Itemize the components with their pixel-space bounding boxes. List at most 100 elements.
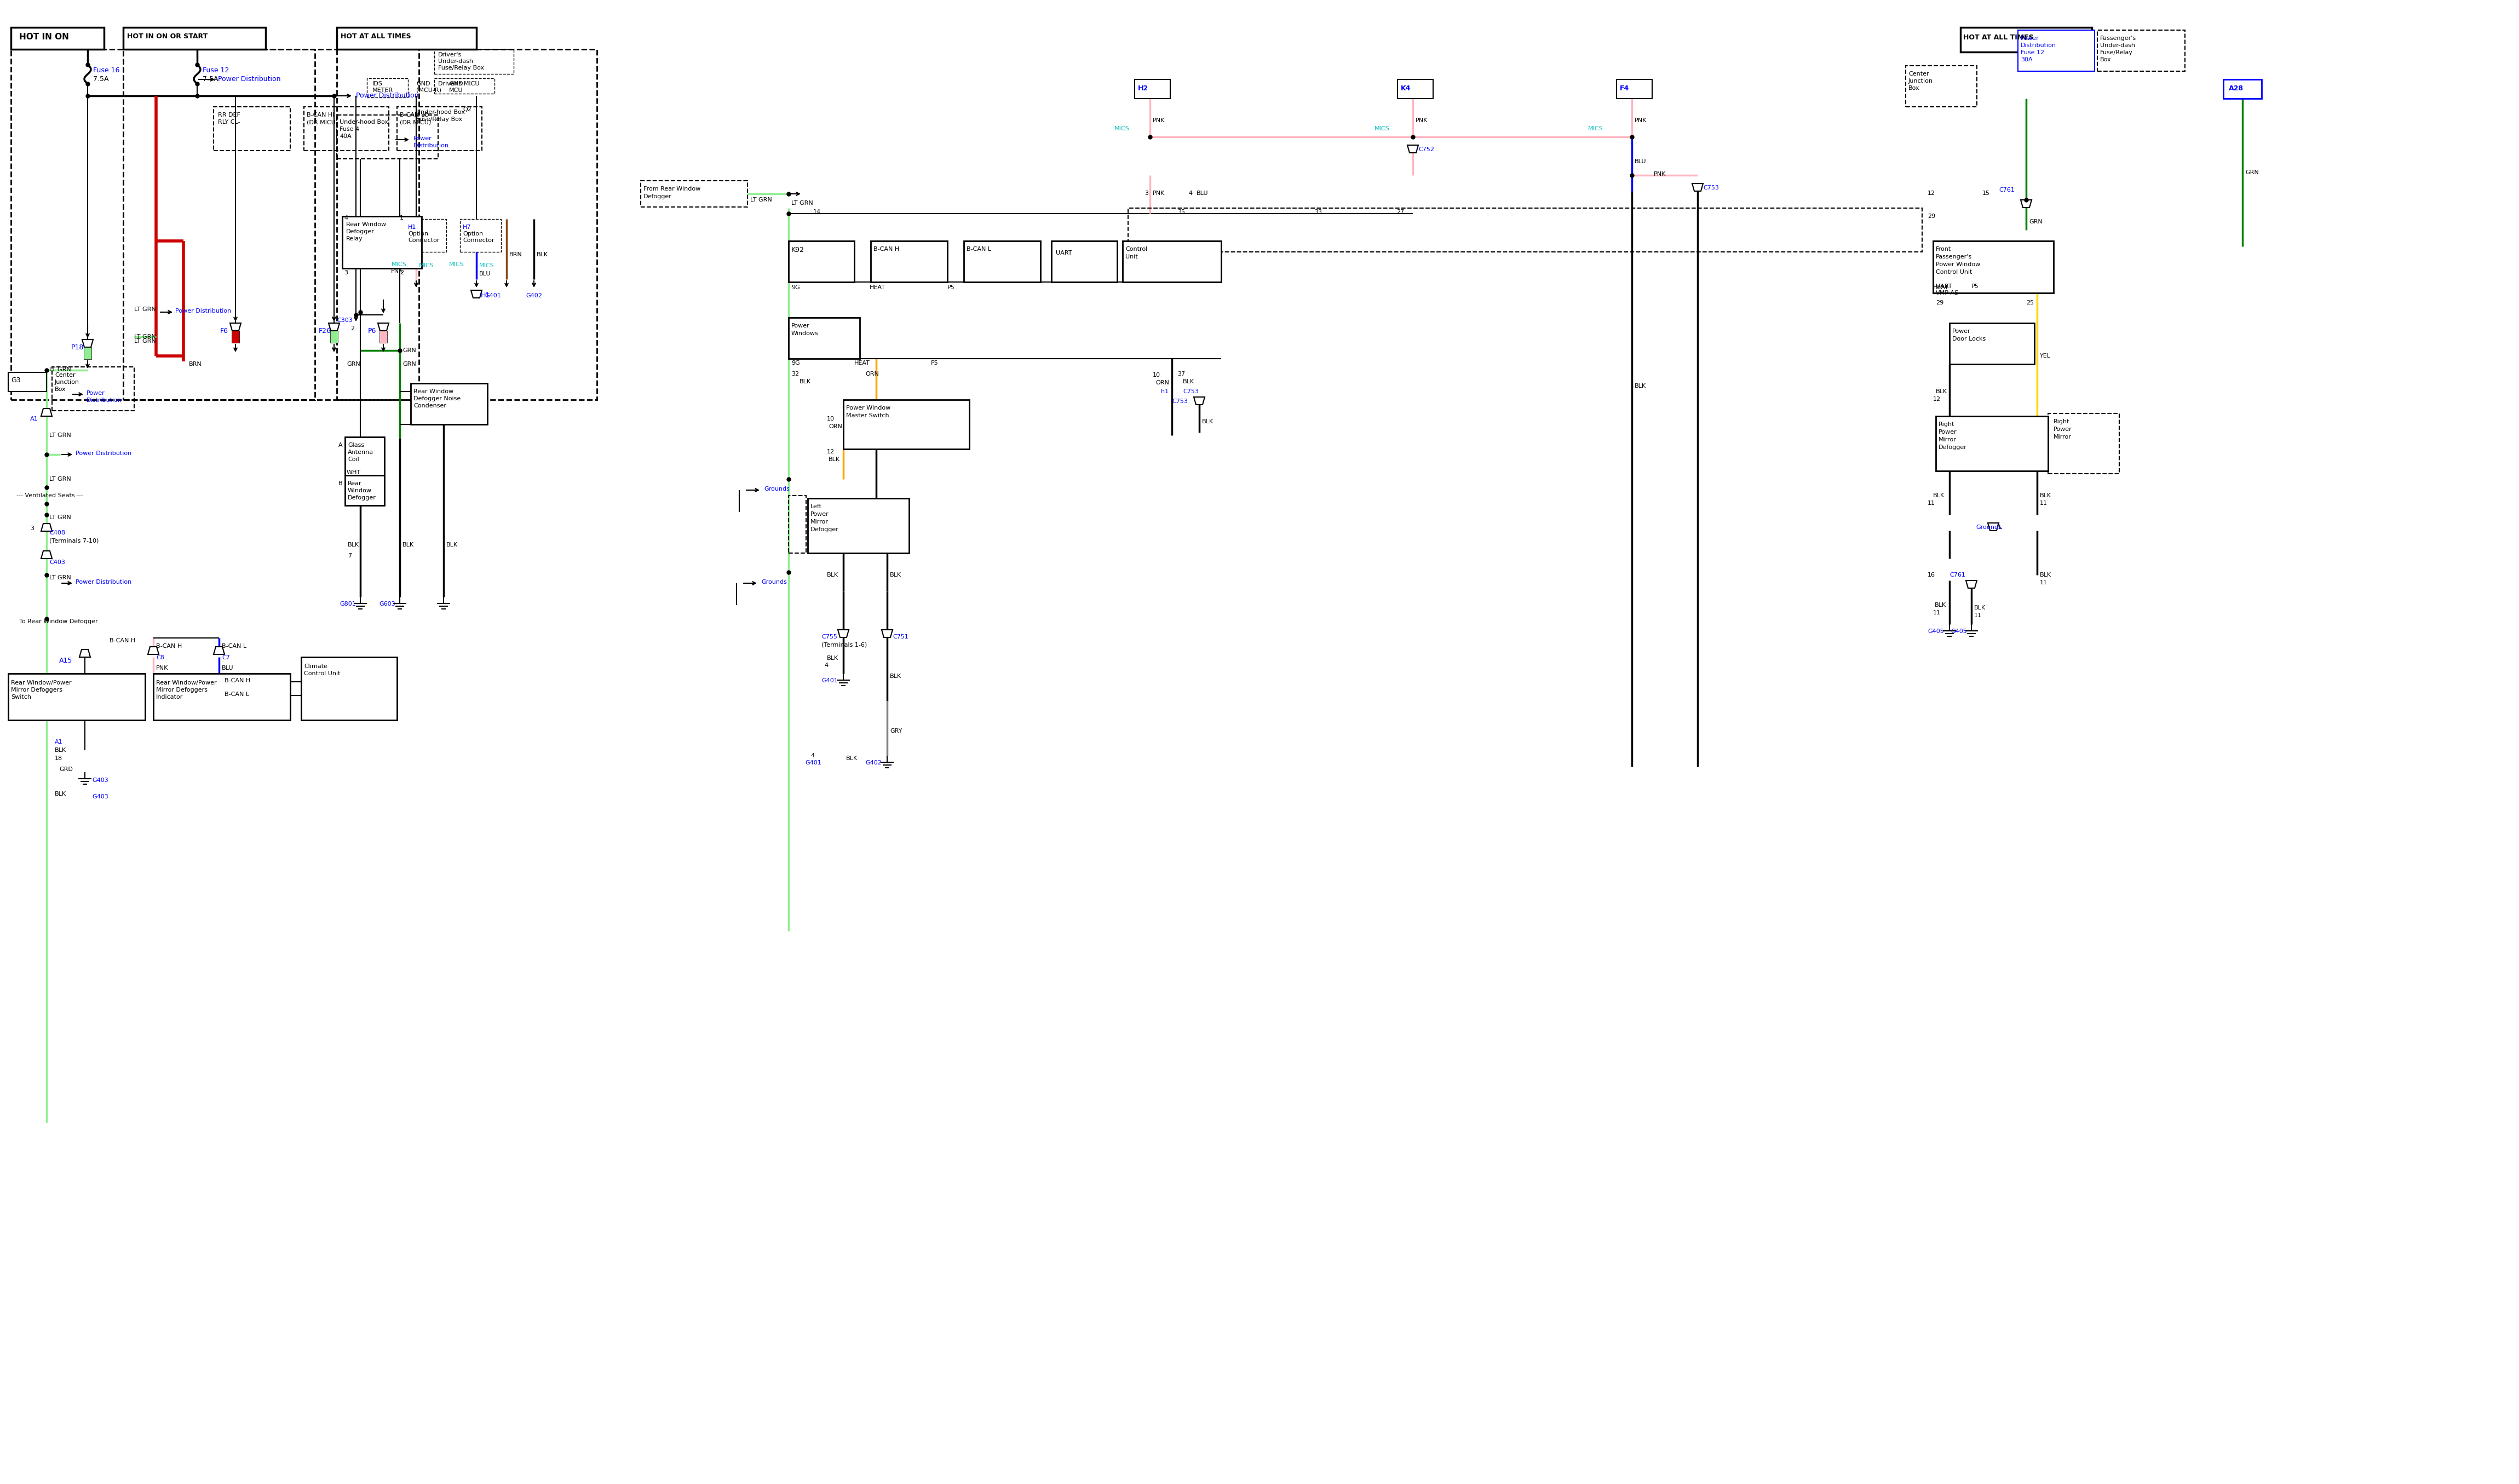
Text: G402: G402 [526, 292, 542, 298]
Text: VMP-AS: VMP-AS [1935, 291, 1960, 295]
Text: A28: A28 [2229, 85, 2244, 92]
Text: Power: Power [86, 390, 106, 396]
Bar [1129, 208, 1922, 252]
Text: Power Distribution: Power Distribution [176, 309, 232, 313]
Text: 12: 12 [826, 450, 834, 454]
Text: ORN: ORN [864, 371, 879, 377]
Text: GND
(MCU-R): GND (MCU-R) [416, 82, 441, 93]
Text: Distribution: Distribution [2020, 43, 2056, 47]
Text: RR DEF: RR DEF [219, 113, 239, 117]
Bar [433, 49, 514, 74]
Text: PNK: PNK [1154, 190, 1164, 196]
Text: Left: Left [811, 503, 821, 509]
Text: Defogger Noise: Defogger Noise [413, 396, 461, 401]
Text: Glass: Glass [348, 442, 365, 448]
Polygon shape [40, 551, 53, 558]
Polygon shape [471, 291, 481, 298]
Text: Master Switch: Master Switch [846, 413, 889, 418]
Text: WHT: WHT [348, 470, 360, 475]
Text: C408: C408 [50, 530, 65, 536]
Text: Connector: Connector [463, 237, 494, 243]
Text: Right: Right [1940, 421, 1955, 427]
Text: IDS
METER: IDS METER [373, 82, 393, 93]
Text: From Rear Window: From Rear Window [642, 186, 700, 191]
Text: Q2: Q2 [463, 107, 471, 113]
Text: Antenna: Antenna [348, 450, 373, 456]
Text: BLK: BLK [2040, 493, 2050, 499]
Text: LT GRN: LT GRN [134, 307, 156, 312]
Bar [2224, 80, 2262, 98]
Text: LT GRN: LT GRN [50, 476, 71, 482]
Text: 10: 10 [1154, 372, 1161, 378]
Text: MICS: MICS [418, 263, 433, 269]
Text: 30A: 30A [2020, 56, 2033, 62]
Text: BLK: BLK [348, 542, 360, 548]
Bar [1617, 80, 1652, 98]
Text: 4: 4 [811, 752, 814, 758]
Text: BLK: BLK [1975, 605, 1985, 610]
Text: Mirror: Mirror [2053, 435, 2071, 439]
Bar [640, 181, 748, 206]
Text: 37: 37 [1176, 371, 1184, 377]
Text: 11: 11 [1927, 500, 1935, 506]
Text: PNK: PNK [1154, 117, 1164, 123]
Text: Box: Box [2101, 56, 2111, 62]
Text: Mirror Defoggers: Mirror Defoggers [10, 687, 63, 693]
Text: 16: 16 [1927, 573, 1935, 577]
Text: C303: C303 [338, 318, 353, 324]
Polygon shape [1408, 145, 1418, 153]
Text: LT GRN: LT GRN [751, 197, 771, 203]
Text: Fuse 4: Fuse 4 [340, 126, 360, 132]
Bar [123, 49, 418, 399]
Bar [1907, 65, 1977, 107]
Bar [53, 367, 134, 411]
Text: G403: G403 [93, 778, 108, 784]
Text: A1: A1 [30, 416, 38, 421]
Text: 12: 12 [1932, 396, 1940, 402]
Text: BLK: BLK [1635, 383, 1647, 389]
Text: BLK: BLK [403, 542, 413, 548]
Text: B-CAN H: B-CAN H [874, 246, 899, 252]
Text: C403: C403 [50, 559, 65, 565]
Text: BLK: BLK [446, 542, 458, 548]
Text: G402: G402 [864, 760, 882, 766]
Polygon shape [81, 650, 91, 657]
Text: 7: 7 [348, 554, 353, 558]
Bar [302, 657, 398, 720]
Bar [8, 674, 146, 720]
Bar [123, 27, 264, 49]
Text: Grounds: Grounds [761, 579, 786, 585]
Bar [433, 79, 494, 93]
Text: Under-hood Box: Under-hood Box [416, 110, 466, 114]
Bar [380, 331, 388, 343]
Text: Option: Option [463, 232, 484, 236]
Text: BLK: BLK [1184, 378, 1194, 384]
Text: Rear Window/Power: Rear Window/Power [156, 680, 217, 686]
Bar [1398, 80, 1433, 98]
Text: BLK: BLK [55, 791, 65, 797]
Text: MICS: MICS [390, 261, 406, 267]
Text: RLY CL-: RLY CL- [219, 119, 239, 125]
Bar [8, 372, 45, 392]
Text: Windows: Windows [791, 331, 819, 337]
Bar [2018, 30, 2096, 71]
Text: 15: 15 [1982, 190, 1990, 196]
Text: PNK: PNK [1655, 171, 1665, 177]
Polygon shape [327, 324, 340, 331]
Text: Rear: Rear [348, 481, 363, 487]
Text: B-CAN HI: B-CAN HI [307, 113, 335, 117]
Polygon shape [378, 324, 388, 331]
Text: HOT IN ON OR START: HOT IN ON OR START [126, 33, 207, 40]
Text: UART: UART [1935, 283, 1952, 289]
Text: C761: C761 [1950, 573, 1965, 577]
Text: Junction: Junction [1909, 79, 1932, 83]
Text: 12: 12 [1927, 190, 1935, 196]
Bar [809, 499, 909, 554]
Text: 10: 10 [826, 416, 834, 421]
Text: Mirror: Mirror [811, 519, 829, 525]
Text: BLK: BLK [2040, 573, 2050, 577]
Bar [345, 475, 385, 506]
Text: C7: C7 [222, 654, 229, 660]
Bar [2048, 414, 2118, 473]
Bar [232, 331, 239, 343]
